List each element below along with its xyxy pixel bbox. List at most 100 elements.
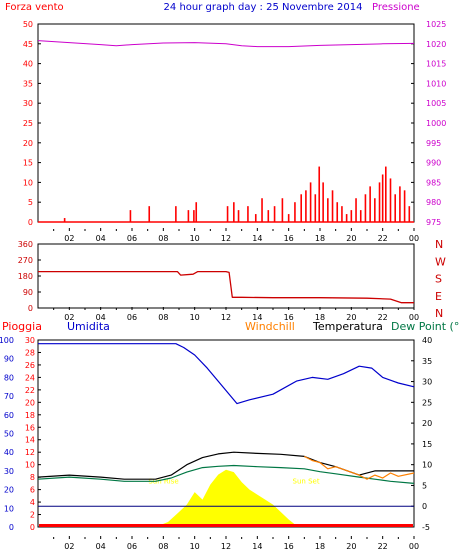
humidity-tick-label: 70 <box>4 392 14 401</box>
humidity-tick-label: 90 <box>4 355 14 364</box>
x-tick-label: 20 <box>346 313 356 322</box>
y-right-tick-label: 1005 <box>426 99 446 108</box>
direction-letter: N <box>435 238 443 251</box>
wind-title: Forza vento <box>5 2 64 13</box>
direction-line <box>38 270 414 304</box>
pressure-title: Pressione <box>372 2 420 13</box>
x-tick-label: 02 <box>64 234 74 243</box>
wind-spike <box>287 214 290 222</box>
wind-spike <box>369 186 371 222</box>
rain-tick-label: 8 <box>30 473 35 482</box>
wind-spike <box>374 198 376 222</box>
x-tick-label: 14 <box>252 234 262 243</box>
x-tick-label: 18 <box>315 313 325 322</box>
rain-tick-label: 4 <box>30 498 35 507</box>
x-tick-label: 20 <box>346 234 356 243</box>
y-right-tick-label: 980 <box>426 198 441 207</box>
y-tick-label: 270 <box>18 256 33 265</box>
x-tick-label: 18 <box>315 542 325 551</box>
y-right-tick-label: 975 <box>426 218 441 227</box>
temp-tick-label: 40 <box>422 336 432 345</box>
wind-spike <box>247 206 249 222</box>
wind-spike <box>237 210 240 222</box>
y-tick-label: 90 <box>23 288 33 297</box>
temperature-header: Temperatura <box>312 320 383 333</box>
wind-spike <box>267 210 270 222</box>
wind-spike <box>345 214 348 222</box>
x-tick-label: 10 <box>190 542 200 551</box>
x-tick-label: 16 <box>284 234 294 243</box>
rain-tick-label: 22 <box>25 386 35 395</box>
wind-spike <box>273 206 276 222</box>
y-left-tick-label: 40 <box>23 60 33 69</box>
x-tick-label: 12 <box>221 313 231 322</box>
y-right-tick-label: 1020 <box>426 40 446 49</box>
wind-spike <box>359 210 362 222</box>
x-tick-label: 02 <box>64 542 74 551</box>
y-left-tick-label: 5 <box>28 198 33 207</box>
solar-area <box>155 469 299 527</box>
wind-spike <box>314 194 317 222</box>
windchill-header: Windchill <box>245 320 295 333</box>
x-tick-label: 14 <box>252 313 262 322</box>
y-right-tick-label: 985 <box>426 178 441 187</box>
wind-spike <box>389 178 392 222</box>
wind-spike <box>336 202 339 222</box>
y-left-tick-label: 15 <box>23 159 33 168</box>
wind-spike <box>355 198 357 222</box>
graph-title: 24 hour graph day : 25 Novembre 2014 <box>164 2 363 13</box>
rain-tick-label: 6 <box>30 486 35 495</box>
x-tick-label: 22 <box>378 542 388 551</box>
humidity-header: Umidita <box>67 320 110 333</box>
wind-spike <box>226 206 229 222</box>
wind-spike <box>300 194 302 222</box>
wind-spike <box>385 166 387 222</box>
temp-tick-label: 15 <box>422 440 432 449</box>
x-tick-label: 06 <box>127 234 137 243</box>
wind-spike <box>254 214 257 222</box>
y-right-tick-label: 1025 <box>426 20 446 29</box>
wind-spike <box>381 174 384 222</box>
sunset-label: Sun Set <box>293 477 320 485</box>
x-tick-label: 12 <box>221 234 231 243</box>
wind-spike <box>187 210 190 222</box>
wind-spike <box>63 218 66 222</box>
rain-tick-label: 2 <box>30 511 35 520</box>
x-tick-label: 16 <box>284 313 294 322</box>
y-tick-label: 360 <box>18 240 33 249</box>
x-tick-label: 20 <box>346 542 356 551</box>
rain-tick-label: 30 <box>25 336 35 345</box>
humidity-tick-label: 0 <box>9 523 14 532</box>
y-left-tick-label: 45 <box>23 40 33 49</box>
humidity-tick-label: 20 <box>4 486 14 495</box>
wind-spike <box>175 206 177 222</box>
x-tick-label: 08 <box>158 542 168 551</box>
rain-tick-label: 28 <box>25 348 35 357</box>
x-tick-label: 04 <box>96 313 106 322</box>
x-tick-label: 10 <box>190 234 200 243</box>
x-tick-label: 06 <box>127 313 137 322</box>
humidity-tick-label: 30 <box>4 467 14 476</box>
x-tick-label: 12 <box>221 542 231 551</box>
direction-letter: E <box>435 290 442 303</box>
y-tick-label: 0 <box>28 304 33 313</box>
wind-spike <box>195 202 198 222</box>
wind-spike <box>309 182 312 222</box>
temp-tick-label: 35 <box>422 357 432 366</box>
humidity-line <box>38 343 415 405</box>
rain-tick-label: 14 <box>25 436 35 445</box>
humidity-tick-label: 60 <box>4 411 14 420</box>
x-tick-label: 16 <box>284 542 294 551</box>
rain-tick-label: 10 <box>25 461 35 470</box>
temp-tick-label: -5 <box>422 523 430 532</box>
temp-tick-label: 5 <box>422 481 427 490</box>
wind-spike <box>148 206 151 222</box>
temp-tick-label: 0 <box>422 502 427 511</box>
x-tick-label: 10 <box>190 313 200 322</box>
y-left-tick-label: 25 <box>23 119 33 128</box>
x-tick-label: 02 <box>64 313 74 322</box>
wind-spike <box>350 210 353 222</box>
y-right-tick-label: 1000 <box>426 119 446 128</box>
wind-spike <box>378 182 381 222</box>
